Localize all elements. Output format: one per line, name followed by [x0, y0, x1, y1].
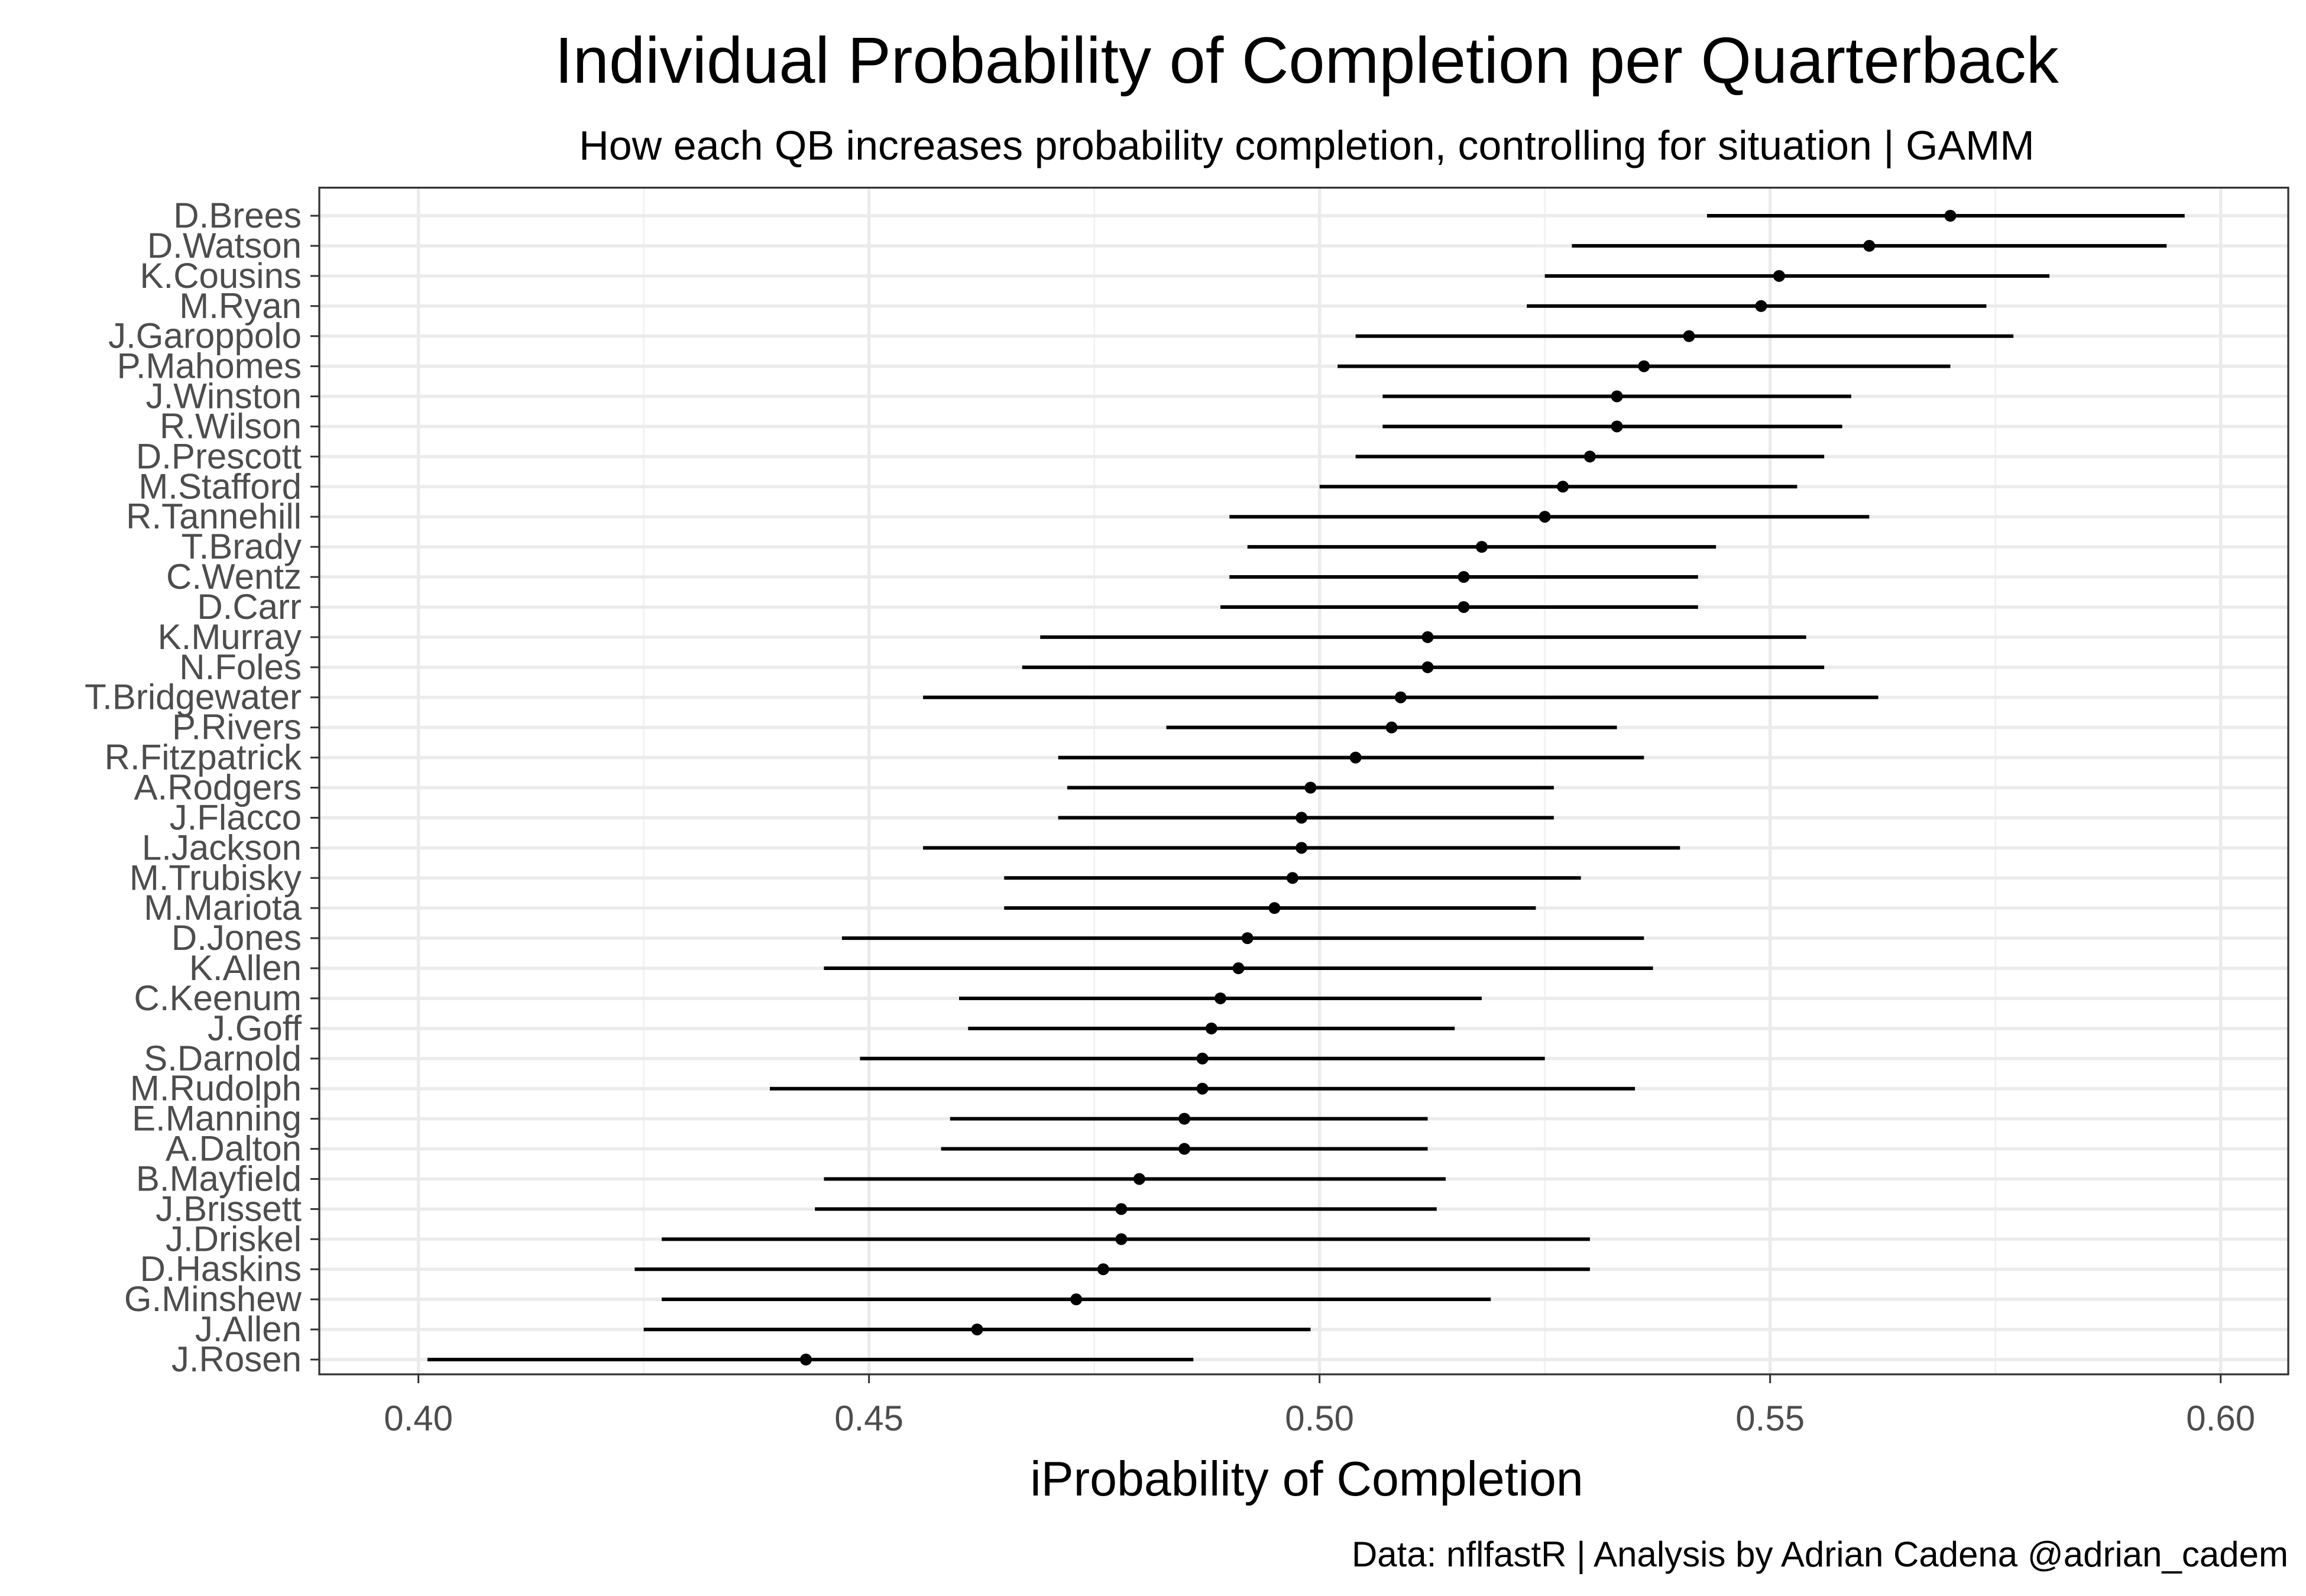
chart-title: Individual Probability of Completion per…	[555, 24, 2059, 97]
estimate-point	[1214, 992, 1227, 1004]
x-axis: 0.40 0.45 0.50 0.55 0.60	[384, 1374, 2255, 1438]
estimate-point	[1070, 1293, 1083, 1306]
estimate-point	[1268, 902, 1281, 914]
estimate-point	[1421, 631, 1434, 643]
estimate-point	[1755, 300, 1767, 312]
y-tick-label: A.Dalton	[166, 1129, 302, 1169]
estimate-point	[1304, 781, 1317, 794]
y-tick-label: M.Rudolph	[130, 1069, 302, 1108]
y-tick-label: M.Trubisky	[129, 858, 302, 897]
estimate-point	[1196, 1082, 1209, 1095]
y-tick-label: P.Rivers	[172, 708, 302, 747]
panel-border	[318, 186, 2289, 1376]
y-tick-label: J.Flacco	[170, 797, 302, 837]
estimate-point	[1115, 1233, 1128, 1245]
y-tick-label: T.Bridgewater	[85, 677, 302, 717]
estimate-point	[1458, 601, 1470, 613]
estimate-point	[1295, 812, 1308, 824]
y-tick-label: E.Manning	[132, 1099, 302, 1138]
estimate-point	[1295, 842, 1308, 854]
y-tick-label: P.Mahomes	[117, 346, 302, 386]
x-tick-label: 0.55	[1735, 1399, 1805, 1438]
estimate-point	[1683, 330, 1695, 342]
y-tick-label: J.Rosen	[171, 1339, 302, 1379]
estimate-point	[1421, 661, 1434, 673]
y-tick-label: N.Foles	[179, 647, 302, 687]
estimate-point	[1241, 932, 1254, 945]
x-tick-label: 0.50	[1285, 1399, 1354, 1438]
estimate-point	[1178, 1143, 1191, 1155]
marks	[427, 210, 2185, 1365]
y-tick-label: M.Mariota	[144, 888, 302, 927]
estimate-point	[1638, 360, 1650, 372]
y-tick-label: C.Wentz	[166, 557, 302, 596]
estimate-point	[1944, 210, 1957, 222]
y-tick-label: R.Fitzpatrick	[105, 738, 302, 777]
y-tick-label: K.Allen	[189, 948, 302, 988]
y-tick-label: R.Wilson	[160, 406, 302, 446]
estimate-point	[1133, 1173, 1145, 1185]
estimate-point	[1611, 390, 1623, 403]
grid	[319, 187, 2288, 1374]
y-tick-label: R.Tannehill	[126, 497, 302, 536]
y-tick-label: S.Darnold	[144, 1039, 302, 1078]
estimate-point	[799, 1354, 812, 1365]
y-tick-label: J.Garoppolo	[108, 316, 302, 356]
estimate-point	[1232, 962, 1245, 975]
y-tick-label: J.Brissett	[156, 1189, 302, 1228]
x-tick-label: 0.45	[834, 1399, 903, 1438]
y-tick-label: K.Cousins	[140, 256, 302, 296]
y-tick-label: L.Jackson	[142, 828, 302, 867]
y-tick-label: D.Prescott	[136, 436, 302, 476]
y-tick-label: J.Winston	[146, 377, 302, 416]
estimate-point	[1583, 450, 1596, 463]
estimate-point	[1205, 1022, 1217, 1034]
chart-caption: Data: nflfastR | Analysis by Adrian Cade…	[1352, 1535, 2288, 1574]
estimate-point	[1385, 721, 1398, 734]
y-tick-label: D.Haskins	[140, 1249, 302, 1289]
estimate-point	[1115, 1203, 1128, 1215]
estimate-point	[1863, 239, 1876, 252]
y-tick-label: D.Watson	[147, 226, 302, 265]
estimate-point	[1611, 420, 1623, 433]
y-tick-label: K.Murray	[158, 617, 302, 657]
y-tick-label: G.Minshew	[124, 1279, 302, 1319]
y-axis: D.BreesD.WatsonK.CousinsM.RyanJ.Garoppol…	[85, 196, 319, 1379]
estimate-point	[1178, 1112, 1191, 1125]
y-tick-label: D.Jones	[171, 918, 302, 958]
y-tick-label: J.Allen	[195, 1309, 302, 1349]
y-tick-label: M.Ryan	[179, 286, 302, 326]
y-tick-label: J.Goff	[208, 1008, 302, 1048]
x-tick-label: 0.60	[2186, 1399, 2255, 1438]
y-tick-label: D.Brees	[173, 196, 302, 235]
estimate-point	[1286, 872, 1298, 884]
estimate-point	[1458, 571, 1470, 583]
y-tick-label: M.Stafford	[138, 466, 302, 506]
estimate-point	[1475, 541, 1488, 553]
estimate-point	[1349, 751, 1362, 764]
estimate-point	[1773, 270, 1785, 282]
x-axis-label: iProbability of Completion	[1030, 1452, 1583, 1506]
y-tick-label: C.Keenum	[134, 978, 302, 1018]
y-tick-label: J.Driskel	[166, 1219, 302, 1258]
estimate-point	[1539, 511, 1551, 523]
chart-subtitle: How each QB increases probability comple…	[579, 122, 2034, 168]
y-tick-label: D.Carr	[197, 587, 302, 627]
panel-background	[319, 187, 2288, 1374]
x-tick-label: 0.40	[384, 1399, 453, 1438]
estimate-point	[1196, 1052, 1209, 1065]
estimate-point	[1557, 481, 1569, 493]
estimate-point	[1394, 691, 1407, 703]
estimate-point	[1097, 1263, 1109, 1276]
y-tick-label: B.Mayfield	[136, 1159, 302, 1198]
y-tick-label: T.Brady	[182, 527, 302, 566]
estimate-point	[971, 1323, 983, 1336]
y-tick-label: A.Rodgers	[134, 768, 302, 807]
